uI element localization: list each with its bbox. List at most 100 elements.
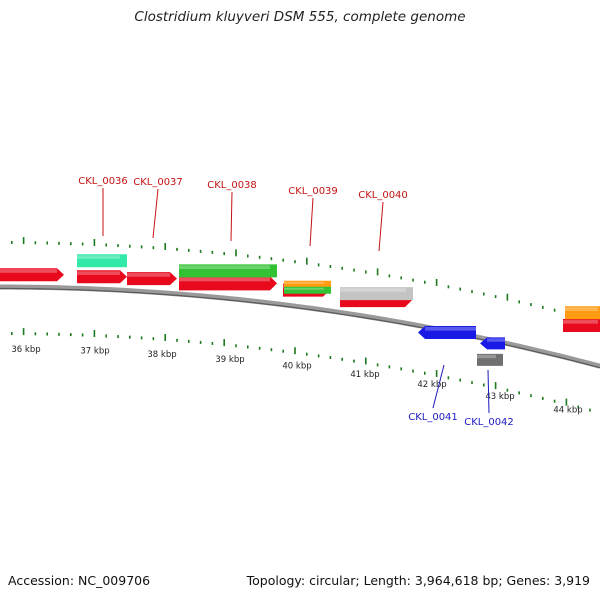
gene-label-text: CKL_0038 — [207, 180, 257, 191]
minor-tick — [70, 333, 72, 337]
major-tick — [435, 370, 438, 377]
minor-tick — [518, 300, 520, 304]
minor-tick — [306, 352, 308, 356]
minor-tick — [341, 357, 343, 361]
gene-label-text: CKL_0040 — [358, 190, 408, 201]
gene-arrow — [179, 276, 277, 291]
major-tick — [22, 328, 25, 336]
minor-tick — [329, 265, 332, 268]
minor-tick — [258, 346, 261, 350]
minor-tick — [70, 242, 72, 246]
minor-tick — [117, 244, 119, 248]
minor-tick — [553, 399, 556, 403]
minor-tick — [388, 274, 391, 278]
gene-label-text: CKL_0041 — [408, 412, 458, 423]
scale-label: 43 kbp — [485, 392, 514, 402]
genome-info-text: Topology: circular; Length: 3,964,618 bp… — [246, 573, 590, 588]
minor-tick — [270, 257, 273, 261]
minor-tick — [223, 252, 225, 256]
scale-label: 41 kbp — [350, 370, 379, 380]
minor-tick — [34, 241, 37, 245]
gene-label: CKL_0037 — [133, 177, 183, 239]
major-tick — [22, 237, 25, 245]
minor-tick — [400, 367, 402, 371]
minor-tick — [317, 263, 320, 267]
minor-tick — [294, 260, 296, 264]
gene-arrow-reverse — [418, 325, 476, 339]
minor-tick — [129, 335, 131, 339]
scale-label: 39 kbp — [215, 355, 244, 365]
minor-tick — [11, 241, 13, 244]
inner-tick-row — [11, 328, 591, 412]
major-tick — [565, 398, 568, 406]
minor-tick — [447, 376, 450, 380]
minor-tick — [188, 248, 190, 252]
major-tick — [494, 382, 497, 390]
gene-label-text: CKL_0037 — [133, 177, 183, 188]
feature-box-teal — [77, 254, 127, 268]
outer-tick-row — [11, 237, 591, 321]
minor-tick — [471, 381, 473, 385]
minor-tick — [11, 332, 13, 335]
minor-tick — [34, 332, 37, 336]
minor-tick — [176, 338, 178, 342]
gene-label-text: CKL_0042 — [464, 417, 514, 428]
minor-tick — [412, 278, 414, 282]
gene-arrow-reverse — [480, 337, 505, 350]
scale-label: 42 kbp — [417, 380, 446, 390]
minor-tick — [258, 255, 261, 259]
gene-label: CKL_0036 — [78, 176, 128, 236]
gene-label: CKL_0042 — [464, 369, 514, 428]
minor-tick — [211, 341, 214, 345]
minor-tick — [152, 337, 155, 341]
minor-tick — [46, 332, 48, 336]
major-tick — [223, 339, 225, 347]
gene-label: CKL_0039 — [288, 186, 338, 247]
gene-label: CKL_0041 — [408, 364, 458, 423]
minor-tick — [81, 242, 84, 246]
major-tick — [365, 357, 367, 365]
minor-tick — [247, 254, 249, 258]
minor-tick — [459, 378, 461, 382]
minor-tick — [152, 246, 155, 250]
minor-tick — [542, 396, 544, 400]
minor-tick — [140, 245, 143, 249]
minor-tick — [553, 308, 556, 312]
minor-tick — [542, 305, 544, 309]
scale-label: 40 kbp — [282, 362, 311, 372]
minor-tick — [506, 388, 509, 392]
accession-text: Accession: NC_009706 — [8, 573, 151, 588]
major-tick — [506, 293, 509, 301]
minor-tick — [188, 339, 190, 343]
scale-label: 37 kbp — [80, 347, 109, 357]
minor-tick — [282, 258, 284, 262]
minor-tick — [400, 276, 402, 280]
minor-tick — [282, 349, 284, 353]
minor-tick — [129, 244, 131, 248]
minor-tick — [365, 270, 367, 274]
minor-tick — [46, 241, 48, 245]
minor-tick — [589, 408, 591, 412]
scale-label: 36 kbp — [11, 345, 40, 355]
minor-tick — [459, 287, 461, 291]
gene-label-text: CKL_0039 — [288, 186, 338, 197]
gene-label-text: CKL_0036 — [78, 176, 128, 187]
minor-tick — [483, 383, 485, 387]
minor-tick — [494, 295, 497, 299]
gene-arrow — [0, 268, 64, 282]
minor-tick — [317, 354, 320, 358]
scale-label: 44 kbp — [553, 405, 582, 415]
gene-arrow — [563, 319, 600, 333]
feature-box-green — [284, 286, 331, 294]
minor-tick — [199, 249, 202, 253]
minor-tick — [58, 241, 60, 245]
gene-arrow — [127, 272, 177, 286]
minor-tick — [81, 333, 84, 337]
minor-tick — [447, 285, 450, 289]
feature-box-gray — [340, 287, 413, 301]
minor-tick — [353, 268, 355, 272]
major-tick — [235, 249, 237, 257]
major-tick — [306, 257, 308, 265]
minor-tick — [577, 405, 579, 409]
minor-tick — [518, 391, 520, 395]
